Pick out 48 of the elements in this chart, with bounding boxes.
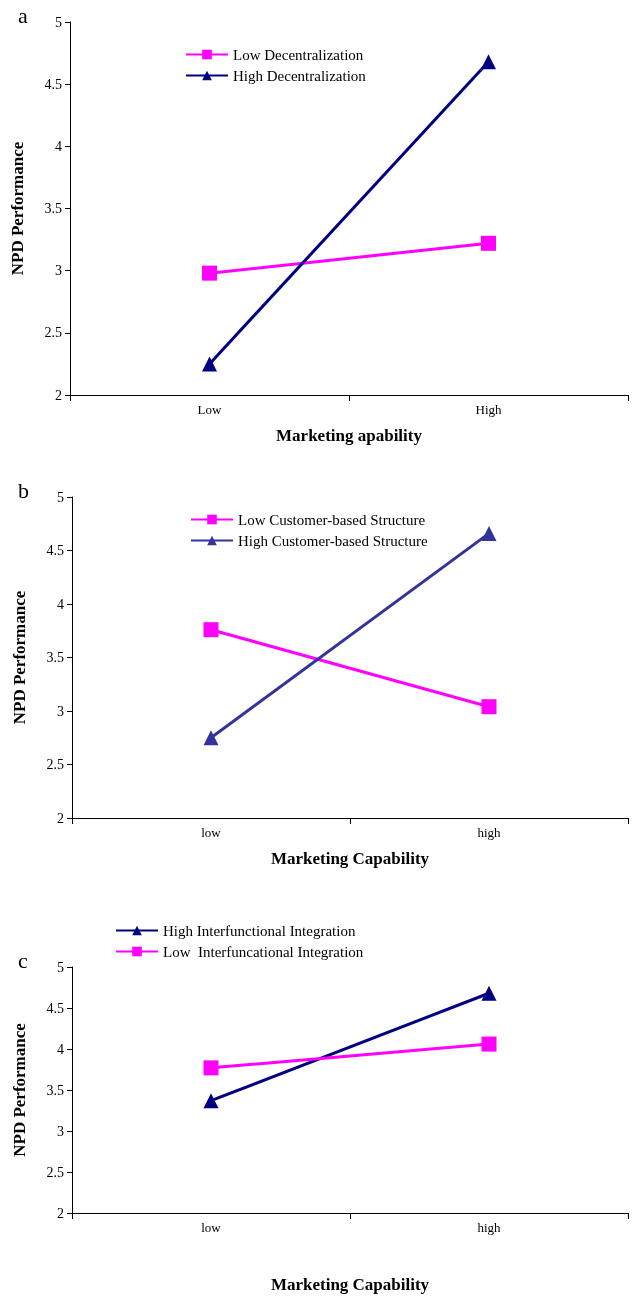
point	[481, 235, 496, 251]
y-axis-title: NPD Performance	[8, 141, 27, 276]
text: c	[18, 947, 28, 973]
y-tick-label: 4	[55, 138, 62, 154]
y-tick-label: 3	[57, 1123, 64, 1139]
y-tick-label: 2	[55, 387, 62, 403]
point	[203, 1060, 219, 1076]
point	[202, 265, 217, 281]
y-axis-title: NPD Performance	[10, 1022, 29, 1157]
legend-label: High Decentralization	[233, 67, 367, 84]
point	[481, 1036, 497, 1052]
y-tick-label: 2.5	[46, 757, 64, 772]
y-tick-label: 2.5	[44, 325, 62, 341]
y-tick-label: 3	[55, 263, 62, 279]
y-tick-label: 5	[55, 14, 62, 30]
legend-label: High Customer-based Structure	[238, 532, 428, 549]
y-tick-label: 4.5	[46, 543, 64, 558]
x-tick-label: high	[477, 1220, 502, 1235]
legend-label: Low Customer-based Structure	[238, 511, 426, 528]
y-tick-label: 4	[57, 1041, 64, 1057]
y-tick-label: 5	[57, 959, 64, 975]
point	[481, 699, 497, 715]
x-axis-title: Marketing apability	[276, 426, 423, 445]
point	[203, 622, 219, 638]
x-axis-title: Marketing Capability	[270, 1275, 430, 1294]
text: a	[18, 2, 28, 28]
x-axis-title: Marketing Capability	[270, 849, 430, 868]
y-tick-label: 2	[57, 810, 64, 826]
y-tick-label: 3.5	[46, 1082, 64, 1098]
x-tick-label: low	[201, 1220, 222, 1235]
x-tick-label: High	[475, 402, 502, 417]
x-tick-label: low	[201, 825, 222, 840]
y-axis-title: NPD Performance	[10, 590, 29, 725]
y-tick-label: 4.5	[44, 76, 62, 92]
x-tick-label: high	[477, 825, 502, 840]
y-tick-label: 4	[57, 596, 64, 612]
x-tick-label: Low	[197, 402, 223, 417]
y-tick-label: 2.5	[46, 1164, 64, 1180]
legend-label: Low Interfuncational Integration	[163, 943, 364, 960]
legend-label: Low Decentralization	[233, 46, 364, 63]
y-tick-label: 3.5	[44, 201, 62, 216]
text: b	[18, 477, 29, 503]
y-tick-label: 3.5	[46, 650, 64, 665]
y-tick-label: 2	[57, 1205, 64, 1221]
y-tick-label: 4.5	[46, 1000, 64, 1016]
y-tick-label: 5	[57, 489, 64, 505]
y-tick-label: 3	[57, 703, 64, 719]
legend-label: High Interfunctional Integration	[163, 922, 356, 939]
